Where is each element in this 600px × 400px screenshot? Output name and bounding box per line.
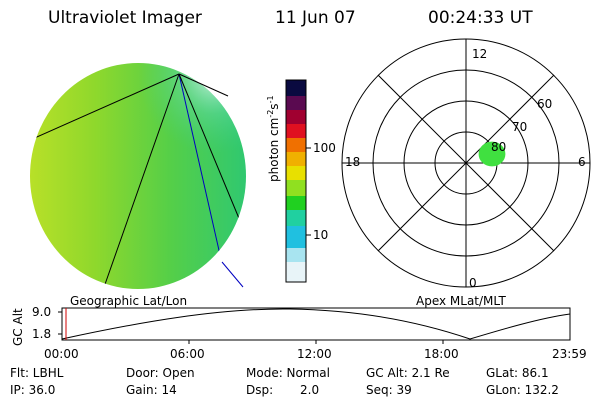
door-info: Door: Open — [126, 366, 195, 380]
polar-plot — [341, 38, 591, 288]
geographic-title: Geographic Lat/Lon — [70, 294, 188, 308]
x-tick-0600: 06:00 — [170, 347, 205, 361]
seq-info: Seq: 39 — [366, 383, 412, 397]
aurora-spot — [478, 141, 506, 167]
mode-info: Mode: Normal — [246, 366, 330, 380]
y-tick-9: 9.0 — [32, 305, 52, 319]
lat-label-60: 60 — [537, 97, 553, 111]
mlt-label-18: 18 — [345, 155, 361, 169]
apex-title: Apex MLat/MLT — [416, 294, 506, 308]
colorbar-tick-10: 10 — [313, 228, 329, 242]
lat-label-80: 80 — [491, 140, 507, 154]
instrument-title: Ultraviolet Imager — [48, 8, 202, 28]
x-tick-1800: 18:00 — [424, 347, 459, 361]
glon-info: GLon: 132.2 — [486, 383, 559, 397]
mlt-label-6: 6 — [578, 155, 586, 169]
dsp-info-value: 2.0 — [300, 383, 320, 397]
date-label: 11 Jun 07 — [275, 8, 356, 28]
timeline-plot — [58, 307, 571, 344]
mlt-label-0: 0 — [469, 276, 477, 290]
mlt-label-12: 12 — [472, 47, 488, 61]
color-bar — [285, 79, 311, 283]
glat-info: GLat: 86.1 — [486, 366, 549, 380]
dsp-info-label: Dsp: — [246, 383, 274, 397]
ip-info: IP: 36.0 — [10, 383, 56, 397]
colorbar-label: photon cm-2s-1 — [266, 95, 281, 182]
gain-info: Gain: 14 — [126, 383, 177, 397]
y-tick-1-8: 1.8 — [32, 327, 52, 341]
gc-alt-info: GC Alt: 2.1 Re — [366, 366, 450, 380]
x-tick-2359: 23:59 — [552, 347, 587, 361]
x-tick-0000: 00:00 — [44, 347, 79, 361]
time-label: 00:24:33 UT — [428, 8, 533, 28]
lat-label-70: 70 — [512, 120, 528, 134]
x-tick-1200: 12:00 — [297, 347, 332, 361]
gc-alt-axis-label: GC Alt — [11, 308, 25, 346]
filter-info: Flt: LBHL — [10, 366, 64, 380]
uv-earth-image — [30, 63, 246, 289]
colorbar-tick-100: 100 — [313, 141, 336, 155]
